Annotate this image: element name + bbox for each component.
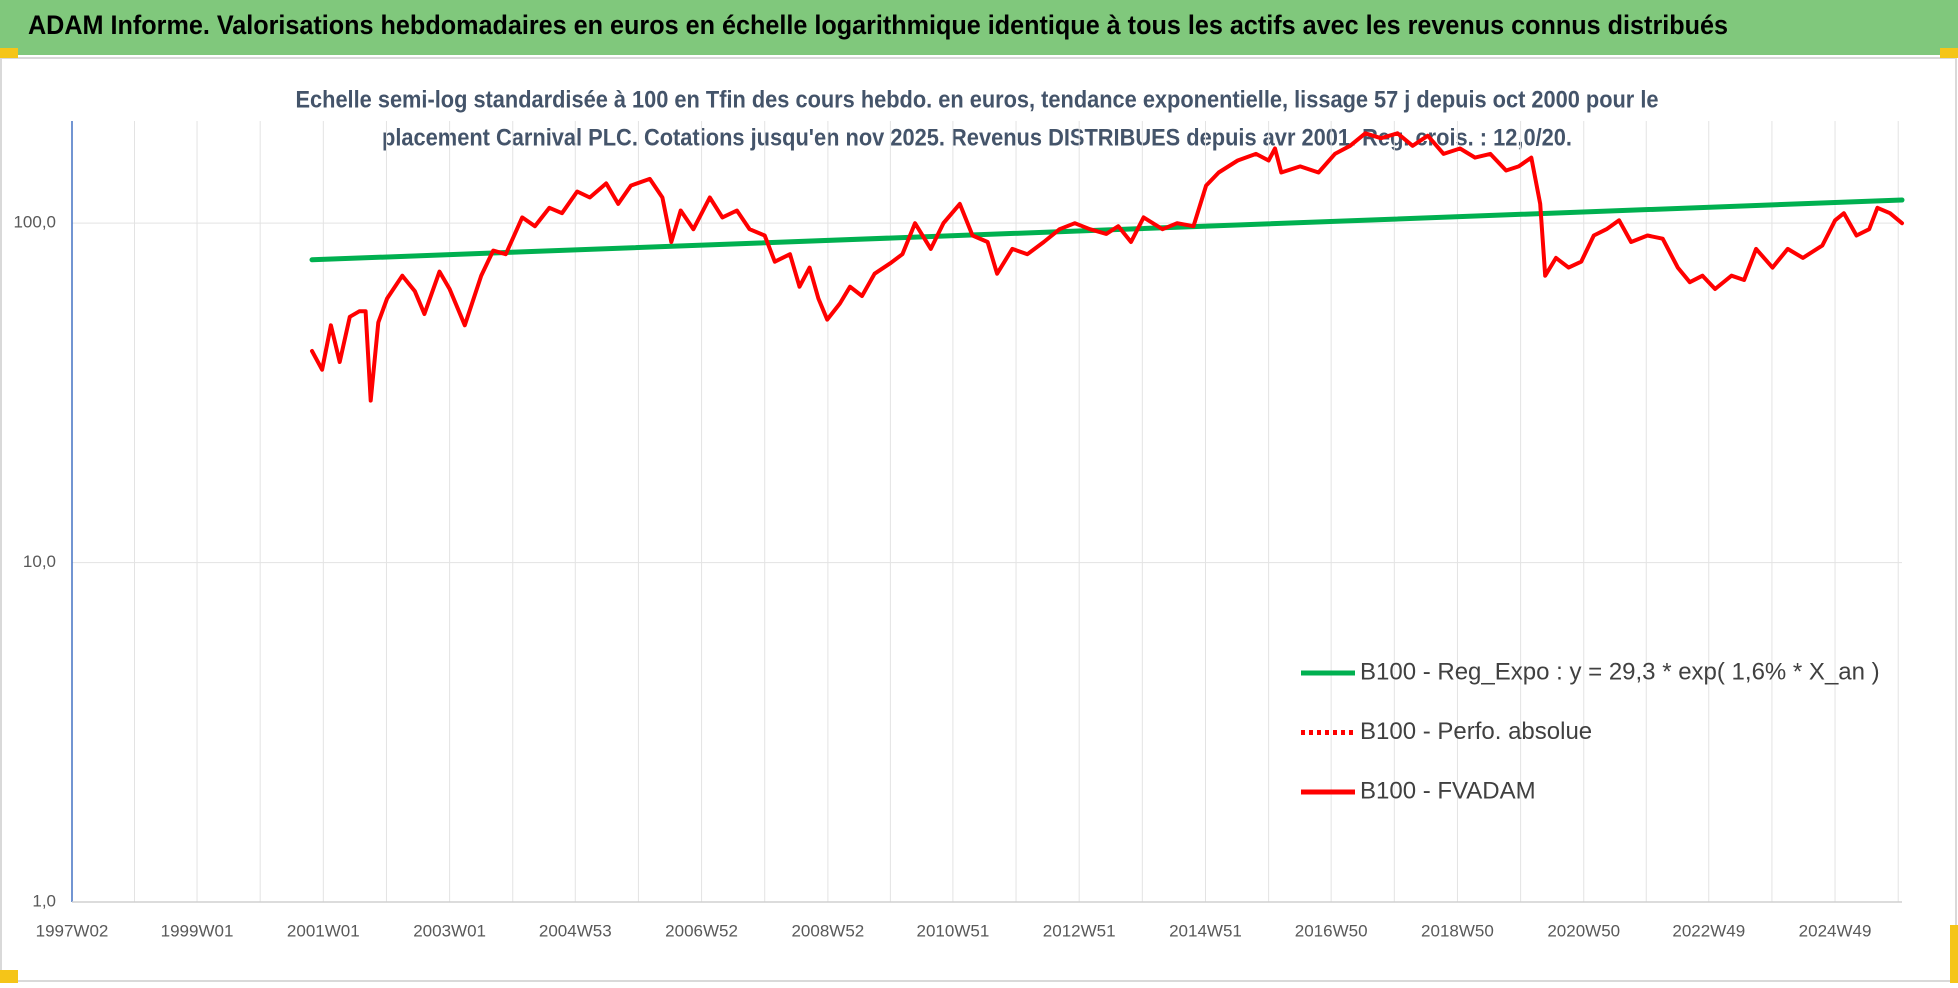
x-tick-label: 1999W01 <box>161 921 234 940</box>
x-tick-label: 2022W49 <box>1672 921 1745 940</box>
corner-marker <box>0 970 18 983</box>
title-banner <box>0 0 1958 55</box>
series-line <box>309 197 1905 263</box>
x-tick-label: 2010W51 <box>917 921 990 940</box>
chart-border <box>0 57 1957 982</box>
x-tick-label: 2004W53 <box>539 921 612 940</box>
x-tick-label: 2008W52 <box>791 921 864 940</box>
legend-label: B100 - Reg_Expo : y = 29,3 * exp( 1,6% *… <box>1360 658 1880 685</box>
legend-label: B100 - FVADAM <box>1360 777 1536 804</box>
x-tick-label: 1997W02 <box>36 921 109 940</box>
x-tick-label: 2001W01 <box>287 921 360 940</box>
legend-label: B100 - Perfo. absolue <box>1360 718 1592 745</box>
chart-subtitle: placement Carnival PLC. Cotations jusqu'… <box>382 124 1572 151</box>
x-tick-label: 2003W01 <box>413 921 486 940</box>
x-tick-label: 2018W50 <box>1421 921 1494 940</box>
x-tick-label: 2016W50 <box>1295 921 1368 940</box>
corner-marker <box>1950 925 1958 983</box>
corner-marker <box>0 48 18 58</box>
y-tick-label: 1,0 <box>32 891 56 910</box>
y-tick-label: 100,0 <box>13 213 56 232</box>
x-tick-label: 2024W49 <box>1799 921 1872 940</box>
grid: 1997W02 1999W01 2001W01 2003W01 2004W53 2006W… <box>13 121 1902 940</box>
legend: B100 - Reg_Expo : y = 29,3 * exp( 1,6% *… <box>1301 658 1880 804</box>
x-tick-label: 2012W51 <box>1043 921 1116 940</box>
chart-title: ADAM Informe. Valorisations hebdomadaire… <box>28 10 1728 40</box>
x-tick-label: 2006W52 <box>665 921 738 940</box>
x-tick-label: 2020W50 <box>1547 921 1620 940</box>
plot-area <box>309 131 1905 403</box>
series-line <box>310 131 1904 403</box>
x-tick-label: 2014W51 <box>1169 921 1242 940</box>
y-tick-label: 10,0 <box>23 552 56 571</box>
corner-marker <box>1940 48 1958 58</box>
chart-subtitle: Echelle semi-log standardisée à 100 en T… <box>296 86 1659 113</box>
